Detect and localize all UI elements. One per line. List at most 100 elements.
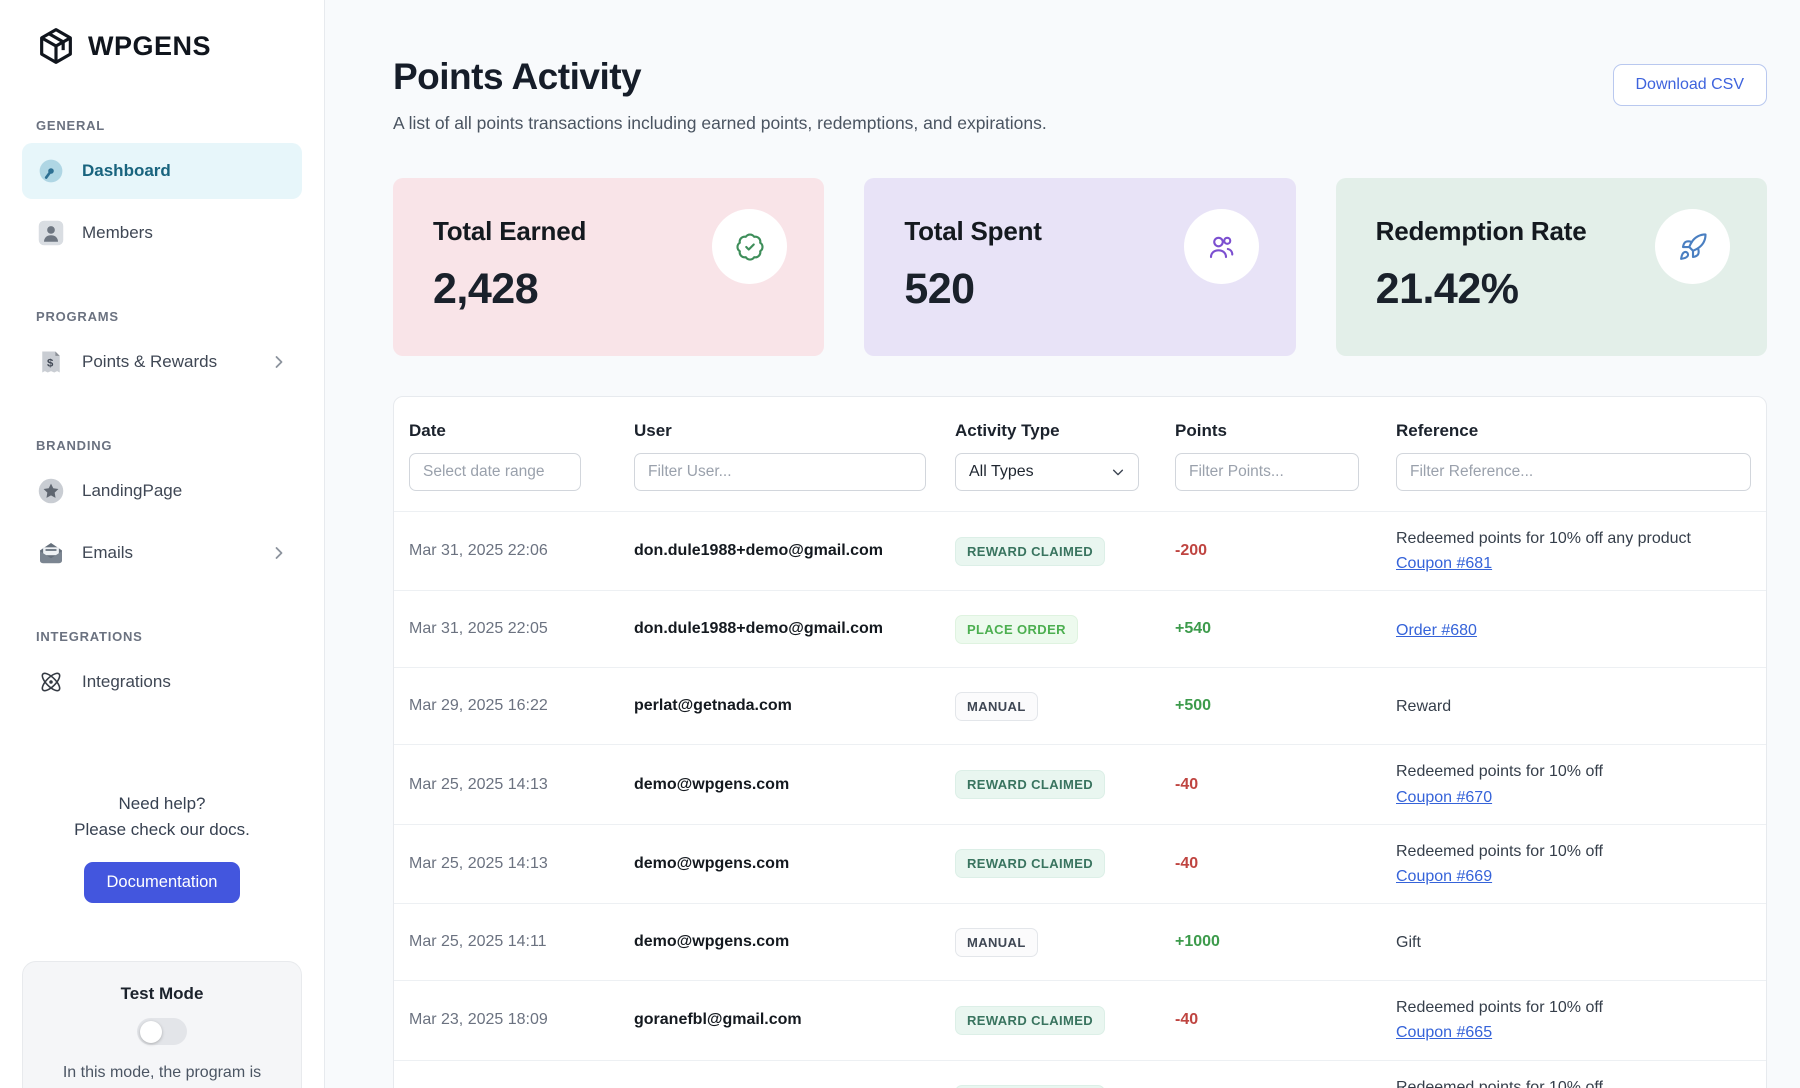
help-block: Need help? Please check our docs. Docume… [22, 794, 302, 903]
table-row: Mar 29, 2025 16:22 perlat@getnada.com MA… [394, 667, 1766, 744]
sidebar-item-label: LandingPage [82, 481, 183, 500]
chevron-right-icon [275, 547, 283, 559]
activity-type-badge: REWARD CLAIMED [955, 770, 1106, 800]
sidebar-item-label: Integrations [82, 672, 171, 691]
activity-type-badge: MANUAL [955, 691, 1038, 721]
row-date: Mar 25, 2025 14:13 [409, 775, 548, 793]
row-user: goranefbl@gmail.com [634, 1011, 802, 1029]
page-subtitle: A list of all points transactions includ… [393, 113, 1047, 133]
column-header-user: User [634, 421, 672, 440]
row-user: don.dule1988+demo@gmail.com [634, 620, 883, 638]
reference-text: Redeemed points for 10% off [1396, 1078, 1603, 1088]
svg-text:$: $ [47, 357, 54, 369]
row-points: -200 [1175, 542, 1208, 560]
stat-cards: Total Earned 2,428 Total Spent 520 [393, 178, 1767, 356]
user-icon [36, 218, 66, 248]
row-points: -40 [1175, 854, 1199, 872]
activity-type-selected-value: All Types [969, 463, 1034, 480]
help-line2: Please check our docs. [74, 820, 250, 839]
receipt-dollar-icon: $ [36, 347, 66, 377]
sidebar-item-members[interactable]: Members [22, 205, 302, 261]
table-row: Mar 31, 2025 22:05 don.dule1988+demo@gma… [394, 590, 1766, 667]
table-row: Mar 25, 2025 14:13 demo@wpgens.com REWAR… [394, 823, 1766, 903]
stat-label: Redemption Rate [1375, 216, 1587, 246]
reference-text: Reward [1396, 697, 1452, 715]
chevron-down-icon [1112, 469, 1124, 476]
reference-link[interactable]: Coupon #669 [1396, 867, 1493, 885]
row-points: +500 [1175, 697, 1212, 715]
documentation-button[interactable]: Documentation [83, 862, 241, 903]
rocket-icon [1655, 209, 1730, 284]
sidebar-item-dashboard[interactable]: Dashboard [22, 143, 302, 199]
reference-link[interactable]: Coupon #681 [1396, 555, 1493, 573]
sidebar-item-points-rewards[interactable]: $ Points & Rewards [22, 334, 302, 390]
row-date: Mar 31, 2025 22:06 [409, 542, 548, 560]
table-row: Mar 23, 2025 18:09 goranefbl@gmail.com R… [394, 980, 1766, 1059]
reference-link[interactable]: Coupon #670 [1396, 788, 1493, 806]
atom-icon [36, 667, 66, 697]
users-icon [1183, 209, 1259, 284]
activity-type-badge: REWARD CLAIMED [955, 536, 1106, 566]
sidebar-item-integrations[interactable]: Integrations [22, 654, 302, 710]
table-row: Mar 31, 2025 22:06 don.dule1988+demo@gma… [394, 511, 1766, 590]
sidebar: WPGENS GENERAL Dashboard Members PROGRAM… [0, 0, 325, 1088]
section-label-programs: PROGRAMS [36, 309, 119, 324]
reference-link[interactable]: Order #680 [1396, 621, 1477, 639]
section-label-general: GENERAL [36, 118, 106, 133]
reference-text: Redeemed points for 10% off [1396, 999, 1603, 1017]
table-header: Date User Activity Type All Types Points… [394, 397, 1766, 511]
user-filter-input[interactable] [634, 453, 926, 491]
sidebar-item-emails[interactable]: Emails [22, 525, 302, 581]
reference-filter-input[interactable] [1396, 453, 1751, 491]
row-user: perlat@getnada.com [634, 697, 792, 715]
points-filter-input[interactable] [1175, 453, 1359, 491]
reference-text: Redeemed points for 10% off [1396, 763, 1603, 781]
activity-type-select[interactable]: All Types [955, 453, 1139, 491]
column-header-points: Points [1175, 421, 1227, 440]
row-user: don.dule1988+demo@gmail.com [634, 542, 883, 560]
sidebar-item-label: Emails [82, 543, 134, 562]
stat-value: 2,428 [433, 265, 539, 313]
section-label-integrations: INTEGRATIONS [36, 629, 143, 644]
toggle-knob [140, 1020, 162, 1043]
table-row: Mar 25, 2025 14:13 demo@wpgens.com REWAR… [394, 744, 1766, 823]
sidebar-item-label: Points & Rewards [82, 352, 218, 371]
stat-card-total-spent: Total Spent 520 [864, 178, 1296, 356]
wpgens-logo-icon [40, 28, 72, 64]
reference-text: Redeemed points for 10% off [1396, 842, 1603, 860]
row-points: -40 [1175, 1011, 1199, 1029]
test-mode-description: In this mode, the program is active and … [43, 1064, 281, 1088]
reference-text: Redeemed points for 10% off any product [1396, 530, 1691, 547]
stat-value: 520 [904, 265, 975, 313]
sidebar-item-landingpage[interactable]: LandingPage [22, 463, 302, 519]
badge-check-icon [712, 209, 788, 284]
sidebar-item-label: Dashboard [82, 161, 171, 180]
test-mode-title: Test Mode [120, 984, 204, 1003]
points-activity-table: Date User Activity Type All Types Points… [393, 396, 1767, 1088]
row-user: demo@wpgens.com [634, 854, 790, 872]
brand-name: WPGENS [88, 30, 212, 61]
test-mode-toggle[interactable] [137, 1018, 187, 1045]
row-date: Mar 29, 2025 16:22 [409, 697, 548, 715]
chevron-right-icon [275, 356, 283, 368]
date-range-filter-input[interactable] [409, 453, 581, 491]
row-user: demo@wpgens.com [634, 933, 790, 951]
activity-type-badge: REWARD CLAIMED [955, 1005, 1106, 1035]
reference-text: Gift [1396, 933, 1421, 951]
star-icon [36, 476, 66, 506]
reference-link[interactable]: Coupon #665 [1396, 1024, 1493, 1042]
column-header-date: Date [409, 421, 446, 440]
column-header-activity-type: Activity Type [955, 421, 1060, 440]
stat-card-redemption-rate: Redemption Rate 21.42% [1335, 178, 1767, 356]
page-title: Points Activity [393, 56, 642, 97]
row-date: Mar 25, 2025 14:13 [409, 854, 548, 872]
row-points: +1000 [1175, 933, 1220, 951]
page-header: Points Activity A list of all points tra… [393, 56, 1767, 134]
gauge-icon [36, 156, 66, 186]
download-csv-button[interactable]: Download CSV [1612, 64, 1767, 106]
test-mode-card: Test Mode In this mode, the program is a… [22, 961, 302, 1088]
stat-label: Total Earned [433, 216, 587, 246]
row-date: Mar 23, 2025 18:09 [409, 1011, 548, 1029]
row-points: +540 [1175, 620, 1212, 638]
stat-value: 21.42% [1375, 265, 1519, 313]
